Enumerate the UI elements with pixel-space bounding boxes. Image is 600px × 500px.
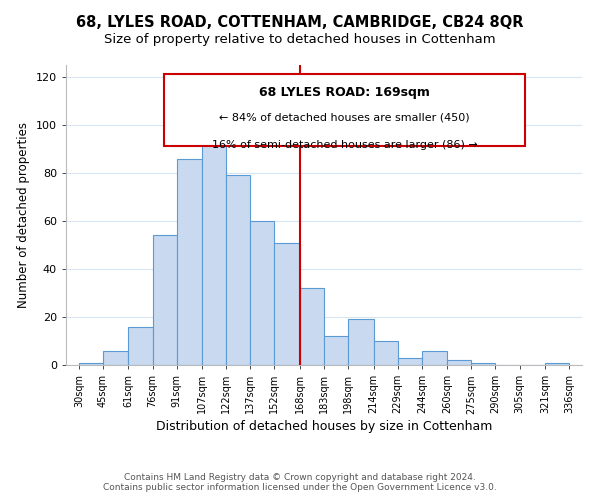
Bar: [545, 362, 569, 365]
Bar: [79, 362, 103, 365]
Text: Contains HM Land Registry data © Crown copyright and database right 2024.: Contains HM Land Registry data © Crown c…: [124, 474, 476, 482]
Bar: [374, 341, 398, 365]
Bar: [422, 350, 448, 365]
FancyBboxPatch shape: [164, 74, 525, 146]
Bar: [300, 288, 324, 365]
Bar: [398, 358, 422, 365]
Text: ← 84% of detached houses are smaller (450): ← 84% of detached houses are smaller (45…: [220, 113, 470, 123]
X-axis label: Distribution of detached houses by size in Cottenham: Distribution of detached houses by size …: [156, 420, 492, 434]
Bar: [274, 242, 300, 365]
Bar: [152, 236, 176, 365]
Bar: [202, 132, 226, 365]
Text: Contains public sector information licensed under the Open Government Licence v3: Contains public sector information licen…: [103, 484, 497, 492]
Text: 68 LYLES ROAD: 169sqm: 68 LYLES ROAD: 169sqm: [259, 86, 430, 99]
Bar: [226, 176, 250, 365]
Text: 16% of semi-detached houses are larger (86) →: 16% of semi-detached houses are larger (…: [212, 140, 478, 150]
Bar: [448, 360, 472, 365]
Bar: [472, 362, 496, 365]
Bar: [176, 158, 202, 365]
Bar: [250, 221, 274, 365]
Bar: [128, 326, 152, 365]
Y-axis label: Number of detached properties: Number of detached properties: [17, 122, 30, 308]
Bar: [324, 336, 348, 365]
Bar: [348, 320, 374, 365]
Text: 68, LYLES ROAD, COTTENHAM, CAMBRIDGE, CB24 8QR: 68, LYLES ROAD, COTTENHAM, CAMBRIDGE, CB…: [76, 15, 524, 30]
Bar: [103, 350, 128, 365]
Text: Size of property relative to detached houses in Cottenham: Size of property relative to detached ho…: [104, 32, 496, 46]
